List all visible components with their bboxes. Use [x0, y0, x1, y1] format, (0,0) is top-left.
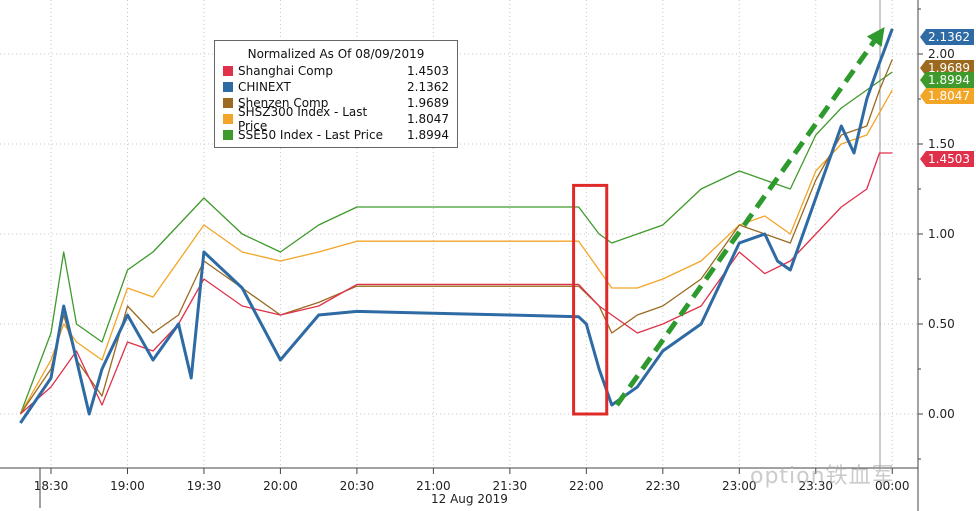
legend-swatch [223, 130, 233, 140]
y-tick-label: 1.00 [928, 227, 955, 241]
x-tick-label: 23:00 [722, 479, 757, 493]
price-tag: 1.4503 [920, 151, 974, 167]
y-tick-label: 0.50 [928, 317, 955, 331]
x-tick-label: 23:30 [798, 479, 833, 493]
x-tick-label: 18:30 [34, 479, 69, 493]
series-line-shsz300-index-last-price [19, 89, 893, 415]
price-tag: 2.1362 [920, 29, 974, 45]
legend-item: Shenzen Comp 1.9689 [215, 95, 457, 111]
series-line-sse50-index-last-price [19, 71, 893, 415]
annotation-layer [572, 27, 885, 416]
highlight-box [572, 183, 609, 416]
legend-item: SSE50 Index - Last Price 1.8994 [215, 127, 457, 143]
x-tick-label: 22:00 [569, 479, 604, 493]
legend-series-name: Shenzen Comp [238, 96, 329, 110]
chart-title: Normalized As Of 08/09/2019 [247, 47, 425, 61]
legend-item: Shanghai Comp 1.4503 [215, 63, 457, 79]
y-tick-label: 1.50 [928, 137, 955, 151]
legend-series-value: 1.8994 [407, 128, 449, 142]
x-tick-label: 19:30 [187, 479, 222, 493]
legend-series-value: 2.1362 [407, 80, 449, 94]
legend-series-name: SHSZ300 Index - Last Price [238, 105, 368, 133]
legend-item: CHINEXT 2.1362 [215, 79, 457, 95]
series-line-shanghai-comp [19, 152, 893, 415]
x-date-label: 12 Aug 2019 [431, 492, 508, 506]
legend-swatch [223, 66, 233, 76]
price-tag: 1.8047 [920, 88, 974, 104]
grid-layer [0, 0, 918, 468]
y-tick-label: 0.00 [928, 407, 955, 421]
trend-arrow-head [866, 27, 885, 47]
axis-layer: 18:30 19:00 19:30 20:00 20:30 21:00 21:30 22:00… [0, 0, 955, 511]
watermark: option铁血军 [750, 464, 895, 489]
x-tick-label: 21:00 [416, 479, 451, 493]
price-tag: 1.8994 [920, 72, 974, 88]
legend-swatch [223, 82, 233, 92]
x-tick-label: 20:30 [340, 479, 375, 493]
series-layer [19, 28, 894, 424]
legend-series-name: Shanghai Comp [238, 64, 333, 78]
x-tick-label: 00:00 [875, 479, 910, 493]
trend-arrow-shaft [614, 33, 881, 407]
legend-series-name: CHINEXT [238, 80, 291, 94]
series-line-chinext [19, 28, 894, 424]
legend: Normalized As Of 08/09/2019 Shanghai Com… [214, 40, 458, 148]
legend-series-value: 1.8047 [407, 112, 449, 126]
legend-series-value: 1.9689 [407, 96, 449, 110]
x-tick-label: 22:30 [646, 479, 681, 493]
legend-rows: Shanghai Comp 1.4503 CHINEXT 2.1362 Shenzen … [215, 63, 457, 143]
legend-series-value: 1.4503 [407, 64, 449, 78]
x-tick-label: 20:00 [263, 479, 298, 493]
x-tick-label: 21:30 [493, 479, 528, 493]
legend-swatch [223, 98, 233, 108]
legend-swatch [223, 114, 233, 124]
x-tick-label: 19:00 [110, 479, 145, 493]
y-tick-label: 2.00 [928, 47, 955, 61]
legend-item: SHSZ300 Index - Last Price 1.8047 [215, 105, 457, 133]
legend-series-name: SSE50 Index - Last Price [238, 128, 383, 142]
